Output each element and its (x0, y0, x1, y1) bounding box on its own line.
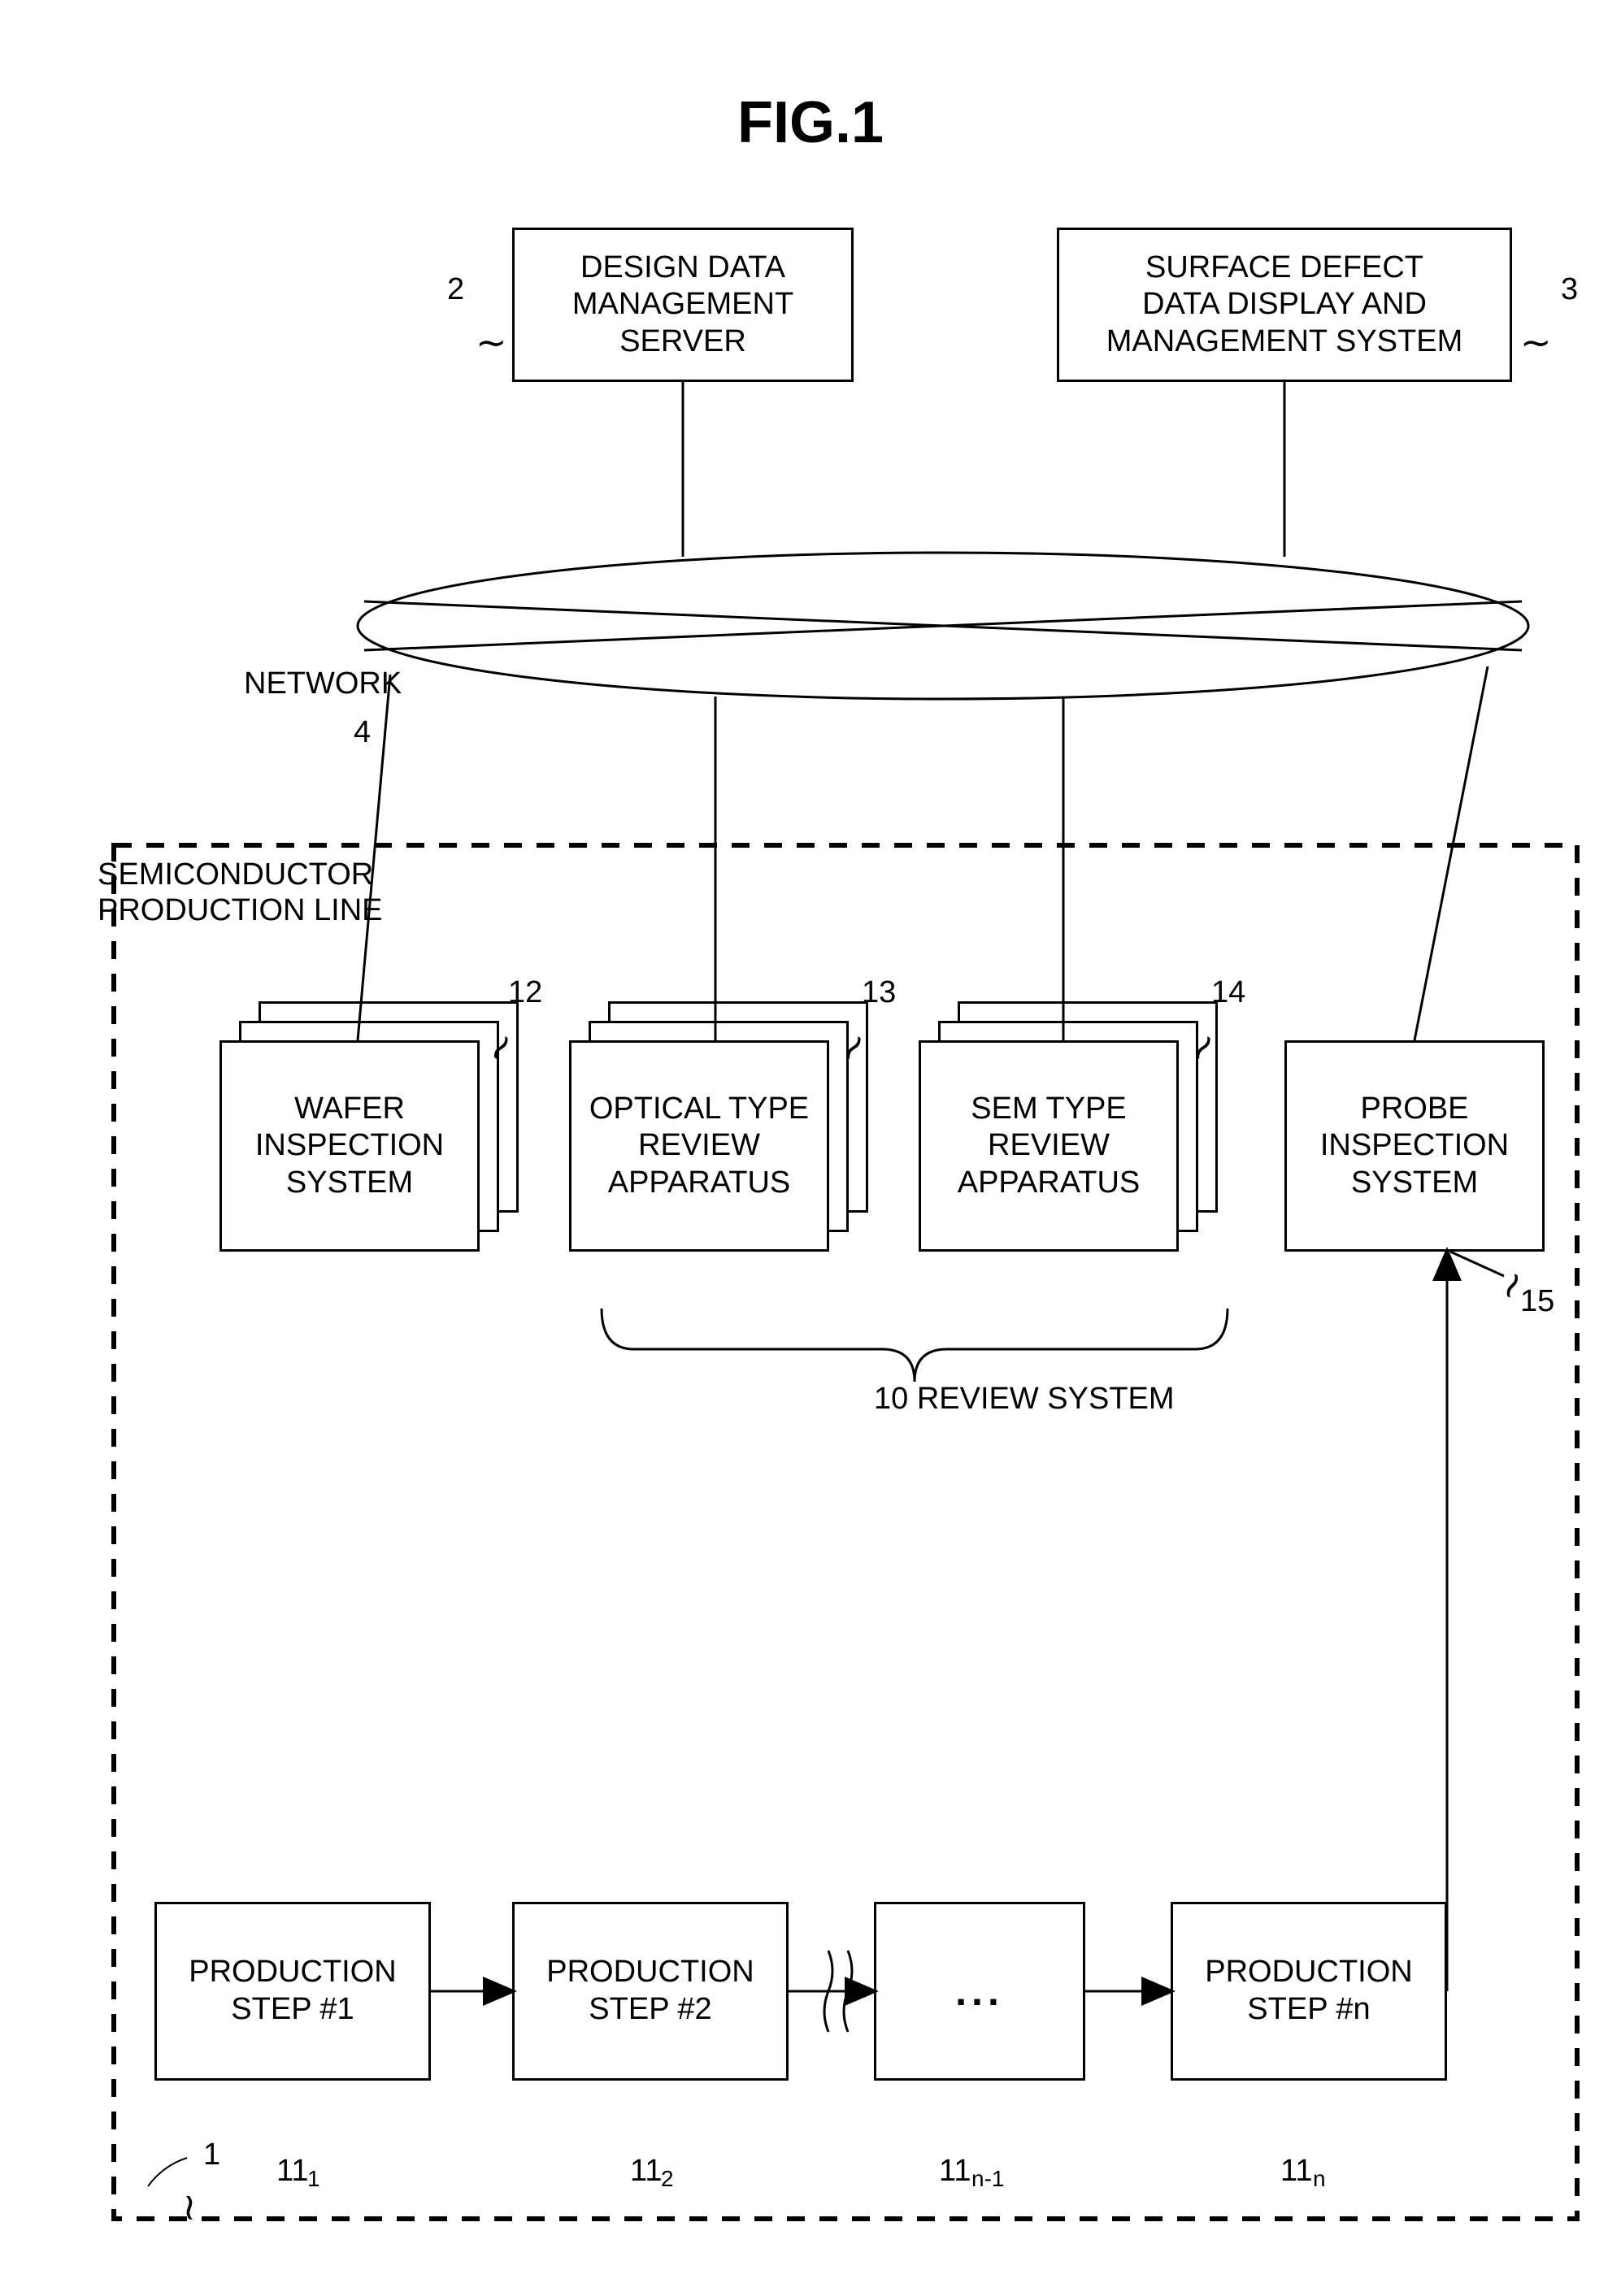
ref-2-label: 2 (447, 272, 464, 308)
ref-3-tilde: ∼ (1520, 321, 1552, 364)
ref-11-1-sub: 1 (307, 2166, 320, 2192)
ref-2-tilde: ∼ (476, 321, 507, 364)
prod-step-mid-box: ... (874, 1902, 1085, 2081)
prod-step-2-box: PRODUCTIONSTEP #2 (512, 1902, 789, 2081)
prod-step-1-box: PRODUCTIONSTEP #1 (154, 1902, 431, 2081)
design-data-server-box: DESIGN DATAMANAGEMENTSERVER (512, 228, 854, 382)
ref-13-label: 13 (862, 975, 896, 1011)
optical-review-face: OPTICAL TYPEREVIEWAPPARATUS (569, 1040, 829, 1252)
ref-11-mid-label: 11 (939, 2154, 971, 2190)
ref-11-mid-sub: n-1 (971, 2166, 1004, 2192)
optical-review-stack: OPTICAL TYPEREVIEWAPPARATUS (569, 1040, 868, 1291)
defect-mgmt-box: SURFACE DEFECTDATA DISPLAY ANDMANAGEMENT… (1057, 228, 1512, 382)
ref-11-n-label: 11 (1280, 2154, 1312, 2190)
sem-review-stack: SEM TYPEREVIEWAPPARATUS (919, 1040, 1218, 1291)
ref-12-label: 12 (508, 975, 542, 1011)
ref-11-n-sub: n (1313, 2166, 1326, 2192)
review-system-10-label: 10 REVIEW SYSTEM (874, 1382, 1175, 1417)
ref-11-2-sub: 2 (661, 2166, 674, 2192)
ref-11-2-label: 11 (630, 2154, 662, 2190)
ref-1-tilde: ∼ (169, 2192, 212, 2224)
sem-review-face: SEM TYPEREVIEWAPPARATUS (919, 1040, 1179, 1252)
figure-title: FIG.1 (0, 89, 1621, 156)
ref-11-1-label: 11 (276, 2154, 308, 2190)
semiconductor-line-label: SEMICONDUCTORPRODUCTION LINE (98, 857, 382, 928)
ref-3-label: 3 (1561, 272, 1578, 308)
wafer-inspection-stack: WAFERINSPECTIONSYSTEM (219, 1040, 519, 1291)
ref-14-label: 14 (1211, 975, 1245, 1011)
network-num-label: 4 (354, 715, 371, 751)
ref-1-label: 1 (203, 2138, 220, 2173)
prod-step-n-box: PRODUCTIONSTEP #n (1171, 1902, 1447, 2081)
wafer-inspection-face: WAFERINSPECTIONSYSTEM (219, 1040, 480, 1252)
probe-inspection-box: PROBEINSPECTIONSYSTEM (1284, 1040, 1545, 1252)
network-label: NETWORK (244, 666, 402, 702)
